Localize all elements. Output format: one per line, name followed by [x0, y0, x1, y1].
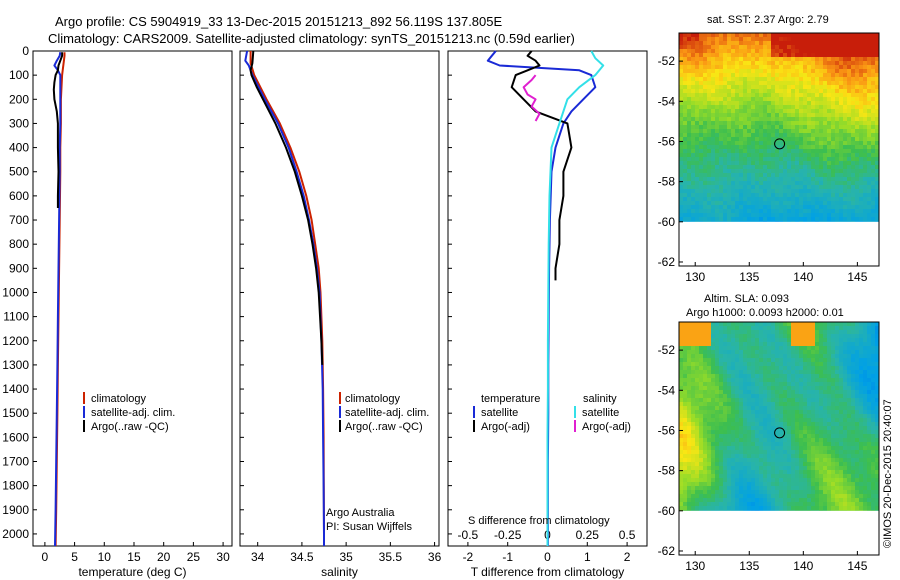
y-tick-label: 1000: [2, 285, 29, 299]
x-axis-label: T difference from climatology: [471, 565, 625, 579]
legend-label-argo: Argo(..raw -QC): [345, 421, 423, 433]
x2-tick-label: 0.5: [619, 528, 636, 542]
x-tick-label: 145: [847, 559, 867, 573]
y-tick-label: -62: [658, 544, 676, 558]
x-tick-label: 1: [584, 550, 591, 564]
sla-map-panel: 130 135 140 145 -52 -54 -56 -58 -60 -62: [658, 322, 879, 573]
y-tick-label: -60: [658, 504, 676, 518]
x-tick-label: 140: [793, 559, 813, 573]
annotation-argo-australia: Argo Australia: [326, 507, 395, 519]
difference-panel: -2 -1 0 1 2-0.5 -0.25 0 0.25 0.5T difference fro…: [448, 51, 647, 579]
y-tick-label: 1600: [2, 430, 29, 444]
y-tick-label: -52: [658, 343, 676, 357]
y-tick-label: -58: [658, 175, 676, 189]
map-field: [679, 322, 879, 511]
x-tick-label: 0: [544, 550, 551, 564]
y-tick-label: 1200: [2, 334, 29, 348]
y-tick-label: 500: [9, 165, 29, 179]
x-tick-label: 35.5: [379, 550, 403, 564]
x-tick-label: 34: [251, 550, 265, 564]
y-tick-label: 1500: [2, 406, 29, 420]
legend-label-s-argo: Argo(-adj): [582, 421, 631, 433]
x-tick-label: 36: [428, 550, 442, 564]
y-tick-label: -52: [658, 54, 676, 68]
y-tick-label: 1100: [3, 310, 29, 324]
y-tick-label: -54: [658, 94, 676, 108]
x-tick-label: 5: [71, 550, 78, 564]
y-tick-label: 100: [9, 68, 29, 82]
salinity-panel: 34 34.5 35 35.5 36 salinity: [240, 51, 442, 579]
legend-label-s-satellite: satellite: [582, 407, 619, 419]
x-tick-label: 30: [216, 550, 230, 564]
x-tick-label: 2: [624, 550, 631, 564]
y-tick-label: 600: [9, 189, 29, 203]
annotation-pi: PI: Susan Wijffels: [326, 521, 412, 533]
y-tick-label: -54: [658, 383, 676, 397]
sst-map-panel: 130 135 140 145 -52 -54 -56 -58 -60 -62: [658, 33, 879, 284]
x-tick-label: 140: [793, 270, 813, 284]
y-tick-label: 2000: [2, 527, 29, 541]
legend-label-satellite: satellite-adj. clim.: [91, 407, 175, 419]
x-tick-label: 135: [739, 270, 759, 284]
y-tick-label: 400: [9, 141, 29, 155]
sst-map-title: sat. SST: 2.37 Argo: 2.79: [707, 14, 829, 26]
y-tick-label: -56: [658, 134, 676, 148]
x-tick-label: 34.5: [290, 550, 314, 564]
plot-frame: [33, 51, 232, 546]
legend-label-t-satellite: satellite: [481, 407, 518, 419]
x-tick-label: 15: [127, 550, 141, 564]
x-tick-label: 130: [685, 559, 705, 573]
y-tick-label: 900: [9, 261, 29, 275]
figure-title-line2: Climatology: CARS2009. Satellite-adjuste…: [48, 31, 575, 46]
x-tick-label: 20: [157, 550, 171, 564]
y-tick-label: 800: [9, 237, 29, 251]
y-tick-label: 1700: [2, 454, 29, 468]
figure-title-line1: Argo profile: CS 5904919_33 13-Dec-2015 …: [55, 14, 502, 29]
legend-title-salinity: salinity: [583, 393, 617, 405]
legend-label-climatology: climatology: [345, 393, 401, 405]
x-axis-label: salinity: [321, 565, 358, 579]
y-tick-label: 1800: [2, 479, 29, 493]
y-tick-label: 1400: [2, 382, 29, 396]
x-tick-label: 130: [685, 270, 705, 284]
x-tick-label: -1: [502, 550, 513, 564]
y-tick-label: 1900: [2, 503, 29, 517]
x2-tick-label: -0.5: [458, 528, 479, 542]
y-tick-label: 200: [9, 92, 29, 106]
legend-title-temperature: temperature: [481, 393, 540, 405]
legend-label-t-argo: Argo(-adj): [481, 421, 530, 433]
y-tick-label: 1300: [2, 358, 29, 372]
x2-tick-label: -0.25: [494, 528, 522, 542]
legend-label-satellite: satellite-adj. clim.: [345, 407, 429, 419]
plot-frame: [240, 51, 439, 546]
x2-tick-label: 0.25: [576, 528, 600, 542]
y-tick-label: 300: [9, 116, 29, 130]
y-tick-label: -58: [658, 464, 676, 478]
sla-map-title-line1: Altim. SLA: 0.093: [704, 293, 789, 305]
map-field: [679, 33, 879, 222]
temperature-panel: 0100200300400500600700800900100011001200…: [2, 44, 232, 579]
sla-map-title-line2: Argo h1000: 0.0093 h2000: 0.01: [686, 307, 844, 319]
x-tick-label: 25: [187, 550, 201, 564]
y-tick-label: 0: [22, 44, 29, 58]
y-tick-label: 700: [9, 213, 29, 227]
legend-label-argo: Argo(..raw -QC): [91, 421, 169, 433]
y-tick-label: -56: [658, 423, 676, 437]
x-tick-label: 145: [847, 270, 867, 284]
x-tick-label: 35: [339, 550, 353, 564]
legend-label-climatology: climatology: [91, 393, 147, 405]
x-tick-label: 135: [739, 559, 759, 573]
x2-axis-label: S difference from climatology: [468, 515, 610, 527]
x-axis-label: temperature (deg C): [78, 565, 186, 579]
y-tick-label: -60: [658, 215, 676, 229]
imos-timestamp: ©IMOS 20-Dec-2015 20:40:07: [882, 399, 894, 548]
x-tick-label: 10: [98, 550, 112, 564]
x-tick-label: 0: [42, 550, 49, 564]
x-tick-label: -2: [463, 550, 474, 564]
y-tick-label: -62: [658, 255, 676, 269]
